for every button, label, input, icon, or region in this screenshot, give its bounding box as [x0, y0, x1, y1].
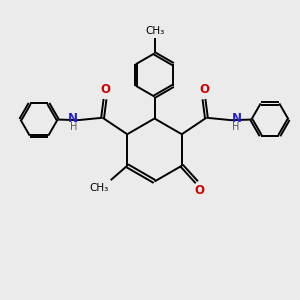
Text: H: H [232, 122, 239, 132]
Text: O: O [199, 83, 209, 96]
Text: O: O [100, 83, 110, 96]
Text: N: N [232, 112, 242, 125]
Text: CH₃: CH₃ [89, 182, 108, 193]
Text: O: O [195, 184, 205, 197]
Text: H: H [70, 122, 77, 132]
Text: CH₃: CH₃ [145, 26, 164, 36]
Text: N: N [68, 112, 77, 125]
